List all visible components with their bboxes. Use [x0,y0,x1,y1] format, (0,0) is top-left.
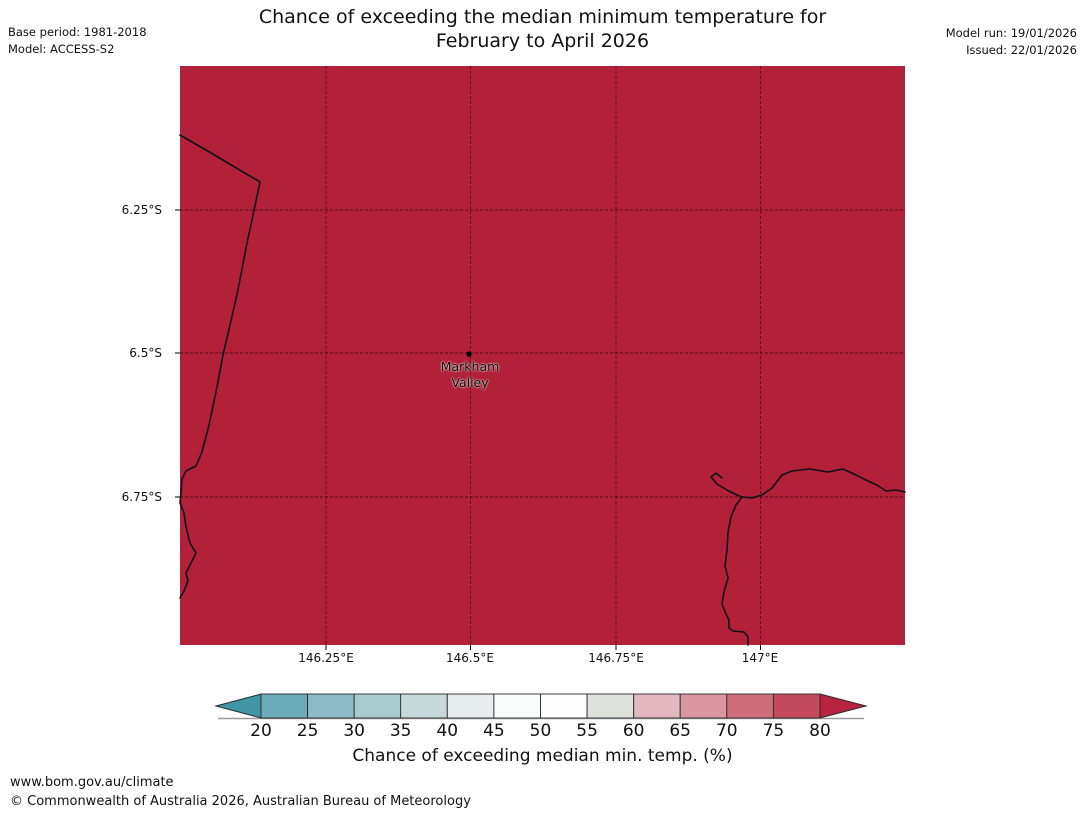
xtick-146-25e: 146.25°E [298,651,354,665]
xtick-147e: 147°E [741,651,779,665]
location-label-line2: Valley [451,375,489,390]
location-marker-label: Markham Valley [410,359,530,391]
cbtick-60: 60 [622,721,645,741]
colorbar-under-arrow [214,693,262,719]
colorbar-seg-55-60 [586,693,635,719]
base-period-text: Base period: 1981-2018 [8,25,147,39]
ytick-6-5s: 6.5°S [129,346,162,360]
run-issued-block: Model run: 19/01/2026 Issued: 22/01/2026 [857,25,1077,59]
xtick-146-5e: 146.5°E [446,651,494,665]
colorbar-seg-50-55 [540,693,588,719]
colorbar-segments [260,693,821,719]
coastline-east [710,468,906,499]
colorbar-over-arrow [819,693,868,719]
colorbar-seg-35-40 [400,693,448,719]
colorbar-seg-40-45 [446,693,495,719]
map-canvas [175,66,906,650]
colorbar-seg-75-80 [772,693,821,719]
footer-url: www.bom.gov.au/climate [10,775,174,790]
colorbar-seg-45-50 [493,693,541,719]
colorbar-seg-65-70 [679,693,728,719]
model-run-text: Model run: 19/01/2026 [945,26,1077,40]
axis-ticks [175,209,761,650]
cbtick-65: 65 [669,721,691,741]
cbtick-75: 75 [762,721,785,741]
colorbar-seg-20-25 [260,693,309,719]
cbtick-30: 30 [343,721,365,741]
model-text: Model: ACCESS-S2 [8,42,115,56]
coastline-south-branch [721,496,749,646]
cbtick-40: 40 [436,721,459,741]
cbtick-80: 80 [809,721,831,741]
location-marker-dot [466,351,472,357]
colorbar-axis-label: Chance of exceeding median min. temp. (%… [352,746,733,766]
cbtick-25: 25 [296,721,319,741]
cbtick-70: 70 [715,721,738,741]
footer-copyright: © Commonwealth of Australia 2026, Austra… [10,794,471,809]
cbtick-20: 20 [250,721,272,741]
base-period-model-block: Base period: 1981-2018 Model: ACCESS-S2 [8,24,147,58]
cbtick-35: 35 [389,721,412,741]
map-panel: Markham Valley [175,66,906,650]
graticule-gridlines [180,66,905,645]
page-title-line2: February to April 2026 [435,30,650,52]
page-title-line1: Chance of exceeding the median minimum t… [258,6,827,28]
cbtick-45: 45 [483,721,505,741]
cbtick-55: 55 [576,721,598,741]
coastline-west [179,134,261,599]
location-label-line1: Markham [440,359,500,374]
colorbar-seg-60-65 [633,693,681,719]
colorbar-seg-70-75 [726,693,774,719]
ytick-6-25s: 6.25°S [121,203,162,217]
colorbar [214,693,868,720]
issued-text: Issued: 22/01/2026 [966,43,1077,57]
xtick-146-75e: 146.75°E [588,651,644,665]
colorbar-seg-25-30 [307,693,355,719]
colorbar-seg-30-35 [353,693,402,719]
cbtick-50: 50 [529,721,552,741]
ytick-6-75s: 6.75°S [121,490,162,504]
